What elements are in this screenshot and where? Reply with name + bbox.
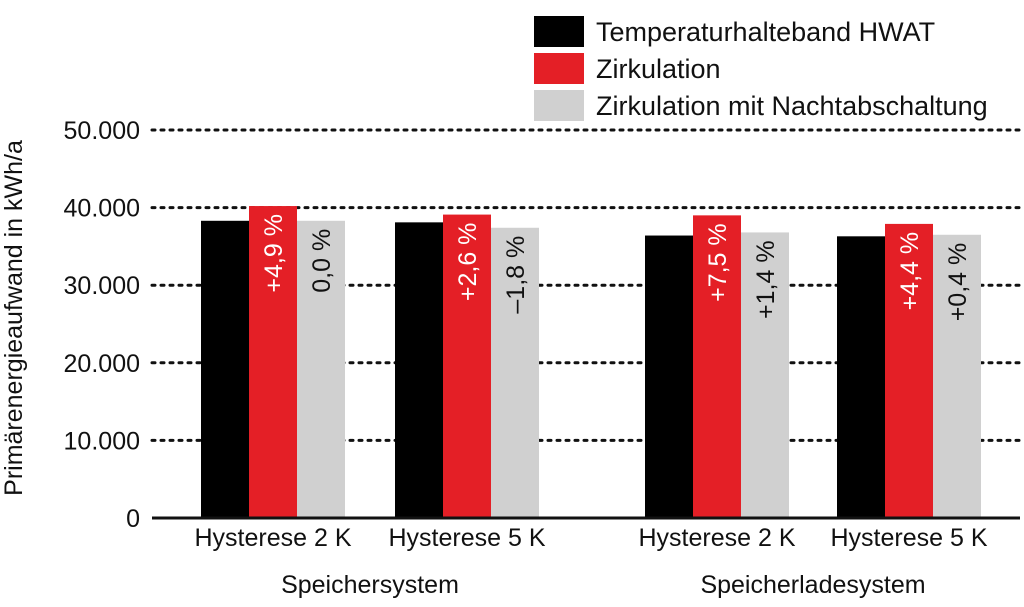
y-tick-label: 30.000 bbox=[64, 272, 140, 300]
group-label: Speicherladesystem bbox=[700, 571, 925, 599]
bar-data-label: +0,4 % bbox=[944, 243, 972, 322]
bar-3-2 bbox=[491, 227, 539, 518]
bar-1-2 bbox=[395, 222, 443, 518]
bar-2-3 bbox=[693, 215, 741, 519]
bar-1-3 bbox=[645, 235, 693, 518]
bar-data-label: –1,8 % bbox=[502, 236, 530, 314]
legend-swatch bbox=[534, 90, 584, 121]
bar-1-4 bbox=[837, 236, 885, 518]
bar-2-4 bbox=[885, 223, 933, 518]
x-tick-label: Hysterese 2 K bbox=[638, 524, 795, 552]
y-tick-label: 20.000 bbox=[64, 350, 140, 378]
bar-2-2 bbox=[443, 214, 491, 519]
x-tick-label: Hysterese 5 K bbox=[830, 524, 987, 552]
bar-data-label: +4,4 % bbox=[896, 232, 924, 311]
y-tick-label: 0 bbox=[126, 505, 140, 533]
bar-data-label: +2,6 % bbox=[454, 223, 482, 302]
bar-2-1 bbox=[249, 206, 297, 518]
y-tick-label: 50.000 bbox=[64, 117, 140, 145]
bar-data-label: +7,5 % bbox=[704, 223, 732, 302]
y-axis-label: Primärenergieaufwand in kWh/a bbox=[0, 140, 28, 496]
bar-1-1 bbox=[201, 220, 249, 519]
bar-3-1 bbox=[297, 220, 345, 519]
legend-label: Zirkulation bbox=[596, 54, 721, 84]
bar-data-label: 0,0 % bbox=[308, 229, 336, 293]
legend-swatch bbox=[534, 16, 584, 47]
legend-label: Temperaturhalteband HWAT bbox=[596, 17, 935, 47]
legend-label: Zirkulation mit Nachtabschaltung bbox=[596, 91, 988, 121]
y-tick-label: 40.000 bbox=[64, 195, 140, 223]
x-tick-label: Hysterese 2 K bbox=[194, 524, 351, 552]
bar-3-4 bbox=[933, 234, 981, 518]
group-label: Speichersystem bbox=[281, 571, 459, 599]
x-tick-label: Hysterese 5 K bbox=[388, 524, 545, 552]
bar-3-3 bbox=[741, 232, 789, 518]
y-tick-label: 10.000 bbox=[64, 427, 140, 455]
bar-data-label: +1,4 % bbox=[752, 240, 780, 319]
legend-swatch bbox=[534, 53, 584, 84]
bar-data-label: +4,9 % bbox=[260, 214, 288, 293]
